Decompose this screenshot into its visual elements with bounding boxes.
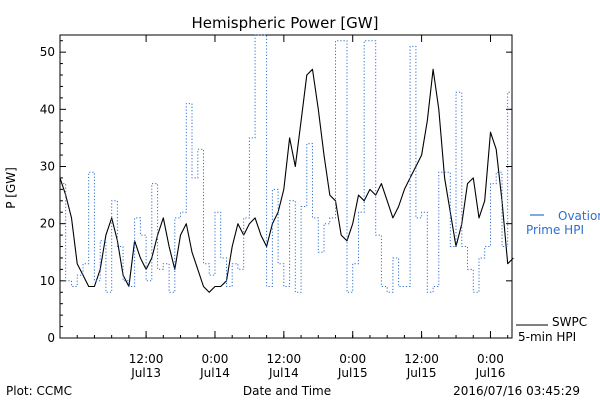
- series-swpc-line: [59, 68, 514, 293]
- plot-frame: [59, 34, 513, 339]
- legend: Ovation Prime HPI SWPC 5-min HPI: [516, 209, 600, 344]
- x-tick-time-label: 12:00: [129, 352, 164, 366]
- x-tick-date-label: Jul14: [268, 366, 299, 380]
- x-tick-date-label: Jul15: [406, 366, 437, 380]
- series-layer: [59, 34, 514, 293]
- y-axis-ticks: 0 10 20 30 40 50: [40, 40, 512, 345]
- x-tick-date-label: Jul15: [337, 366, 368, 380]
- x-tick-time-label: 12:00: [404, 352, 439, 366]
- legend-ovation-line2: Prime HPI: [526, 223, 584, 237]
- x-axis-label: Date and Time: [243, 384, 331, 398]
- y-axis-label: P [GW]: [4, 167, 18, 209]
- y-tick-label: 20: [40, 217, 55, 231]
- x-tick-time-label: 12:00: [267, 352, 302, 366]
- legend-swpc-line1: SWPC: [552, 315, 587, 329]
- series-ovation-prime-line: [60, 34, 512, 293]
- x-tick-time-label: 0:00: [339, 352, 366, 366]
- x-tick-date-label: Jul14: [199, 366, 230, 380]
- y-tick-label: 0: [47, 331, 55, 345]
- footer-plot-credit: Plot: CCMC: [6, 384, 72, 398]
- y-tick-label: 30: [40, 159, 55, 173]
- x-tick-time-label: 0:00: [477, 352, 504, 366]
- y-tick-label: 50: [40, 45, 55, 59]
- legend-ovation-line1: Ovation: [558, 209, 600, 223]
- legend-swpc-line2: 5-min HPI: [518, 330, 576, 344]
- x-tick-date-label: Jul16: [475, 366, 506, 380]
- x-tick-time-label: 0:00: [201, 352, 228, 366]
- y-tick-label: 10: [40, 274, 55, 288]
- x-tick-date-label: Jul13: [130, 366, 161, 380]
- y-tick-label: 40: [40, 102, 55, 116]
- footer-timestamp: 2016/07/16 03:45:29: [453, 384, 580, 398]
- x-axis-ticks: 12:00Jul130:00Jul1412:00Jul140:00Jul1512…: [59, 35, 509, 380]
- chart-title: Hemispheric Power [GW]: [192, 14, 379, 32]
